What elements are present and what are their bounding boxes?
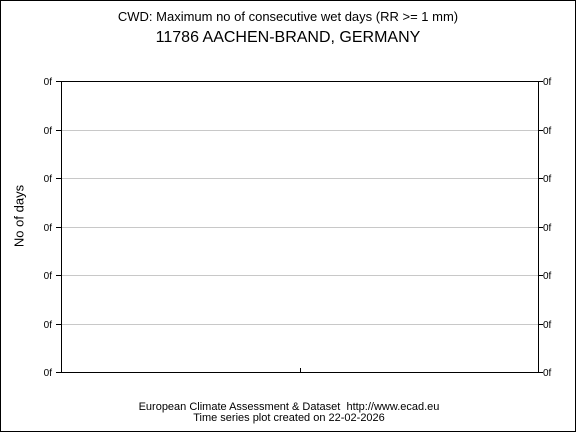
y-tick-label-right: 0f xyxy=(543,126,552,137)
y-tick-label-left: 0f xyxy=(44,368,53,379)
y-tick-label-left: 0f xyxy=(44,77,53,88)
y-tick-label-left: 0f xyxy=(44,223,53,234)
chart-subtitle: 11786 AACHEN-BRAND, GERMANY xyxy=(155,29,421,46)
footer-source: European Climate Assessment & Dataset ht… xyxy=(138,401,440,413)
y-tick-label-right: 0f xyxy=(543,174,552,185)
y-tick-label-right: 0f xyxy=(543,320,552,331)
y-tick-label-left: 0f xyxy=(44,271,53,282)
y-tick-label-right: 0f xyxy=(543,223,552,234)
y-tick-label-right: 0f xyxy=(543,77,552,88)
footer-created: Time series plot created on 22-02-2026 xyxy=(193,412,385,424)
y-tick-label-left: 0f xyxy=(44,126,53,137)
plot-border xyxy=(61,81,539,373)
chart-title: CWD: Maximum no of consecutive wet days … xyxy=(117,9,459,24)
y-tick-label-right: 0f xyxy=(543,368,552,379)
y-tick-label-left: 0f xyxy=(44,174,53,185)
y-tick-label-right: 0f xyxy=(543,271,552,282)
y-tick-label-left: 0f xyxy=(44,320,53,331)
